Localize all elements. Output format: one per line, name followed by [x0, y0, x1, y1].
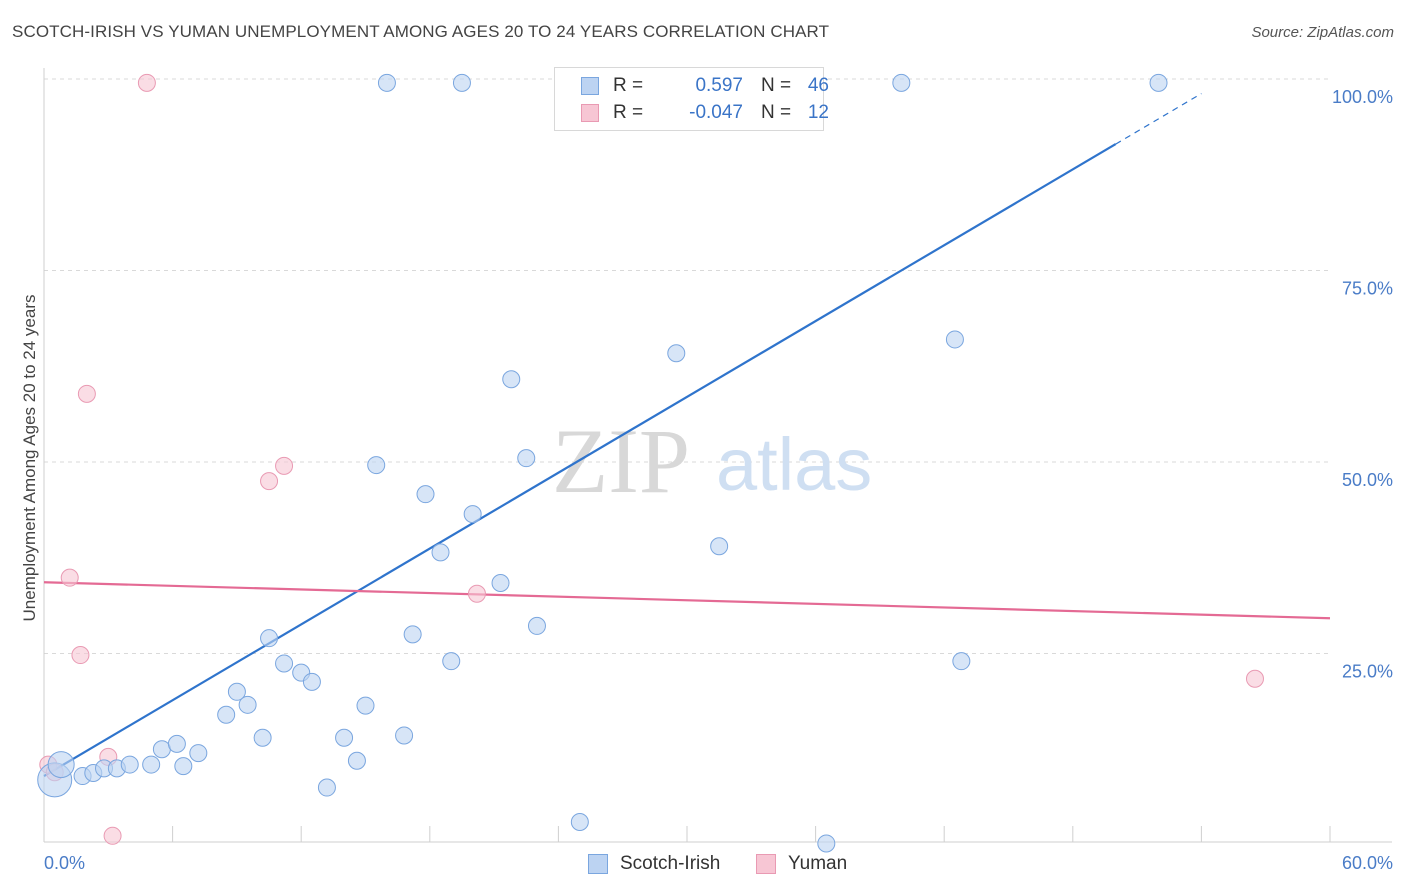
source-credit: Source: ZipAtlas.com: [1251, 24, 1394, 41]
point-scotch-irish: [377, 73, 396, 92]
point-scotch-irish: [710, 537, 729, 556]
point-scotch-irish: [403, 625, 422, 644]
point-scotch-irish: [502, 370, 521, 389]
legend-n-value: 46: [807, 75, 829, 96]
point-scotch-irish: [260, 629, 279, 648]
watermark-zip: ZIP: [552, 410, 690, 512]
point-yuman: [60, 568, 79, 587]
point-scotch-irish: [817, 834, 836, 853]
chart-title: SCOTCH-IRISH VS YUMAN UNEMPLOYMENT AMONG…: [12, 22, 830, 41]
point-scotch-irish: [152, 740, 171, 759]
point-yuman: [260, 472, 279, 491]
point-scotch-irish: [356, 696, 375, 715]
point-scotch-irish: [227, 682, 246, 701]
point-scotch-irish: [238, 695, 257, 714]
point-scotch-irish: [1149, 73, 1168, 92]
scatter-points: [37, 73, 1264, 853]
point-scotch-irish: [892, 73, 911, 92]
point-scotch-irish: [174, 757, 193, 776]
trend-line-scotch-irish: [43, 143, 1117, 778]
series-label-scotch-irish: Scotch-Irish: [620, 853, 721, 874]
legend-n-label: N =: [761, 75, 792, 96]
watermark: ZIP atlas: [552, 410, 872, 512]
point-yuman: [137, 73, 156, 92]
point-scotch-irish: [335, 728, 354, 747]
point-scotch-irish: [452, 73, 471, 92]
point-scotch-irish: [570, 813, 589, 832]
point-scotch-irish: [395, 726, 414, 745]
point-yuman: [275, 456, 294, 475]
point-scotch-irish: [47, 751, 75, 779]
point-scotch-irish: [317, 778, 336, 797]
legend-n-label: N =: [761, 102, 792, 123]
watermark-atlas: atlas: [716, 423, 872, 506]
point-scotch-irish: [275, 654, 294, 673]
point-scotch-irish: [367, 456, 386, 475]
point-scotch-irish: [442, 652, 461, 671]
x-tick-labels: 0.0% 60.0%: [44, 853, 1393, 873]
y-tick-label: 25.0%: [1342, 662, 1393, 682]
y-tick-label: 50.0%: [1342, 470, 1393, 490]
trend-line-yuman: [43, 581, 1331, 620]
point-scotch-irish: [491, 574, 510, 593]
point-yuman: [467, 584, 486, 603]
x-tick-label: 0.0%: [44, 853, 85, 873]
point-scotch-irish: [189, 744, 208, 763]
axes: [43, 68, 1392, 843]
point-scotch-irish: [952, 652, 971, 671]
point-yuman: [1245, 669, 1264, 688]
point-scotch-irish: [142, 755, 161, 774]
point-scotch-irish: [120, 755, 139, 774]
series-label-yuman: Yuman: [788, 853, 848, 874]
point-yuman: [103, 826, 122, 845]
point-scotch-irish: [527, 616, 546, 635]
point-scotch-irish: [347, 751, 366, 770]
point-scotch-irish: [416, 485, 435, 504]
legend-r-value: 0.597: [695, 75, 743, 96]
legend-n-value: 12: [807, 102, 829, 123]
point-scotch-irish: [517, 449, 536, 468]
legend-swatch-scotch-irish: [581, 77, 599, 95]
legend-r-label: R =: [613, 102, 644, 123]
trend-lines: [43, 93, 1331, 778]
point-scotch-irish: [945, 330, 964, 349]
y-tick-label: 100.0%: [1332, 87, 1393, 107]
y-axis-label: Unemployment Among Ages 20 to 24 years: [20, 295, 39, 622]
legend-swatch-yuman: [581, 104, 599, 122]
legend-r-value: -0.047: [689, 102, 743, 123]
legend-r-label: R =: [613, 75, 644, 96]
point-yuman: [77, 384, 96, 403]
gridlines: [44, 78, 1330, 654]
point-scotch-irish: [463, 505, 482, 524]
point-scotch-irish: [217, 705, 236, 724]
y-tick-labels: 25.0% 50.0% 75.0% 100.0%: [1332, 87, 1393, 682]
point-scotch-irish: [253, 728, 272, 747]
correlation-legend: R = 0.597 N = 46 R = -0.047 N = 12: [554, 67, 829, 131]
point-scotch-irish: [431, 543, 450, 562]
series-swatch-scotch-irish: [588, 854, 608, 874]
point-scotch-irish: [167, 734, 186, 753]
x-tick-label: 60.0%: [1342, 853, 1393, 873]
trend-line-scotch-irish-extension: [1115, 93, 1202, 145]
point-scotch-irish: [302, 672, 321, 691]
point-yuman: [71, 646, 90, 665]
y-tick-label: 75.0%: [1342, 279, 1393, 299]
series-swatch-yuman: [756, 854, 776, 874]
point-scotch-irish: [667, 344, 686, 363]
